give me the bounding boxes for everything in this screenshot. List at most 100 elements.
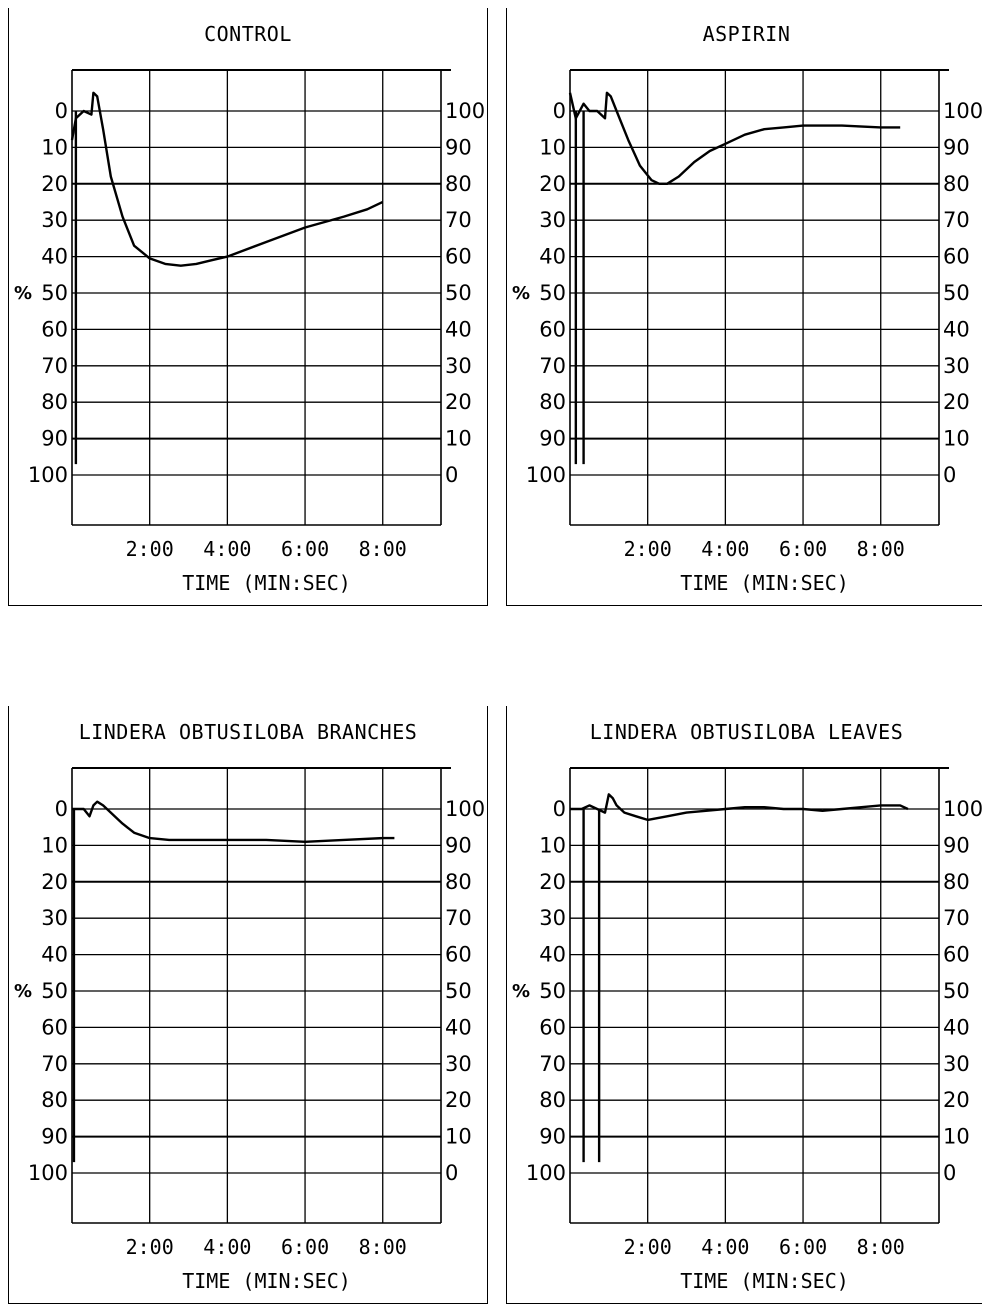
y-tick-label-right: 20 (943, 390, 970, 414)
y-unit-label: % (14, 283, 32, 304)
y-tick-label-right: 50 (445, 979, 472, 1003)
chart-title: LINDERA OBTUSILOBA LEAVES (589, 720, 904, 744)
y-tick-label-left: 0 (55, 797, 68, 821)
y-unit-label: % (512, 283, 530, 304)
y-tick-label-right: 0 (943, 1161, 956, 1185)
y-tick-label-right: 90 (943, 833, 970, 857)
y-tick-label-right: 0 (445, 463, 458, 487)
y-tick-label-left: 60 (41, 317, 68, 341)
chart-panel-leaves: LINDERA OBTUSILOBA LEAVES 0 100 10 90 20 80 30… (506, 706, 982, 1304)
y-tick-label-right: 30 (943, 1052, 970, 1076)
y-tick-label-right: 60 (445, 245, 472, 269)
y-tick-label-right: 0 (943, 463, 956, 487)
x-axis-label: TIME (MIN:SEC) (182, 571, 351, 595)
y-tick-label-left: 0 (553, 99, 566, 123)
y-tick-label-left: 20 (539, 870, 566, 894)
y-tick-label-right: 60 (445, 943, 472, 967)
y-tick-label-right: 10 (943, 1125, 970, 1149)
x-tick-label: 6:00 (779, 1235, 827, 1259)
y-tick-label-left: 60 (539, 317, 566, 341)
y-tick-label-left: 10 (539, 833, 566, 857)
chart-title: LINDERA OBTUSILOBA BRANCHES (78, 720, 418, 744)
y-tick-label-right: 20 (943, 1088, 970, 1112)
y-tick-label-left: 100 (28, 1161, 68, 1185)
x-tick-label: 6:00 (281, 537, 329, 561)
y-tick-label-left: 50 (539, 281, 566, 305)
series-line (72, 800, 395, 844)
y-tick-label-left: 70 (41, 354, 68, 378)
y-tick-label-right: 20 (445, 1088, 472, 1112)
y-tick-label-left: 40 (41, 943, 68, 967)
y-tick-label-left: 100 (28, 463, 68, 487)
y-tick-label-right: 90 (445, 135, 472, 159)
y-tick-label-right: 10 (445, 427, 472, 451)
y-tick-label-left: 70 (539, 354, 566, 378)
y-tick-label-right: 80 (445, 172, 472, 196)
y-tick-label-left: 80 (41, 390, 68, 414)
x-axis-label: TIME (MIN:SEC) (680, 571, 849, 595)
y-tick-label-left: 0 (553, 797, 566, 821)
y-tick-label-left: 90 (41, 427, 68, 451)
x-tick-label: 2:00 (126, 537, 174, 561)
y-tick-label-left: 60 (539, 1015, 566, 1039)
y-tick-label-left: 90 (41, 1125, 68, 1149)
y-unit-label: % (512, 981, 530, 1002)
y-tick-label-right: 0 (445, 1161, 458, 1185)
x-tick-label: 2:00 (624, 537, 672, 561)
chart-panel-branches: LINDERA OBTUSILOBA BRANCHES 0 100 10 90 20 80… (8, 706, 488, 1304)
y-tick-label-left: 60 (41, 1015, 68, 1039)
x-tick-label: 6:00 (779, 537, 827, 561)
x-tick-label: 4:00 (203, 537, 251, 561)
y-tick-label-left: 40 (539, 245, 566, 269)
y-tick-label-right: 30 (445, 354, 472, 378)
y-tick-label-left: 40 (539, 943, 566, 967)
y-tick-label-left: 70 (41, 1052, 68, 1076)
y-tick-label-left: 70 (539, 1052, 566, 1076)
y-tick-label-left: 20 (41, 172, 68, 196)
series-line (568, 91, 901, 186)
y-tick-label-right: 40 (943, 1015, 970, 1039)
y-tick-label-right: 70 (943, 906, 970, 930)
y-tick-label-left: 30 (539, 208, 566, 232)
y-tick-label-left: 50 (539, 979, 566, 1003)
y-tick-label-right: 80 (943, 870, 970, 894)
series-line (570, 793, 909, 822)
y-tick-label-right: 80 (943, 172, 970, 196)
y-tick-label-right: 100 (943, 797, 982, 821)
y-tick-label-left: 80 (539, 1088, 566, 1112)
y-tick-label-left: 100 (526, 1161, 566, 1185)
y-tick-label-right: 90 (445, 833, 472, 857)
y-tick-label-right: 70 (445, 906, 472, 930)
y-tick-label-left: 90 (539, 1125, 566, 1149)
chart-panel-control: CONTROL 0 100 10 90 20 80 30 70 40 60 50 50 60 40 70 30… (8, 8, 488, 606)
y-tick-label-right: 100 (943, 99, 982, 123)
x-tick-label: 8:00 (857, 1235, 905, 1259)
y-tick-label-left: 30 (539, 906, 566, 930)
y-tick-label-left: 50 (41, 281, 68, 305)
x-tick-label: 2:00 (624, 1235, 672, 1259)
y-tick-label-right: 100 (445, 797, 485, 821)
y-tick-label-right: 80 (445, 870, 472, 894)
y-tick-label-right: 50 (943, 979, 970, 1003)
y-tick-label-right: 50 (445, 281, 472, 305)
y-tick-label-right: 100 (445, 99, 485, 123)
y-tick-label-right: 40 (943, 317, 970, 341)
y-tick-label-left: 0 (55, 99, 68, 123)
x-tick-label: 4:00 (203, 1235, 251, 1259)
y-tick-label-right: 40 (445, 317, 472, 341)
y-tick-label-left: 10 (41, 833, 68, 857)
x-axis-label: TIME (MIN:SEC) (680, 1269, 849, 1293)
y-tick-label-left: 100 (526, 463, 566, 487)
y-tick-label-right: 50 (943, 281, 970, 305)
y-tick-label-right: 60 (943, 245, 970, 269)
y-tick-label-left: 80 (41, 1088, 68, 1112)
y-tick-label-right: 60 (943, 943, 970, 967)
y-tick-label-right: 30 (445, 1052, 472, 1076)
x-tick-label: 8:00 (359, 1235, 407, 1259)
y-tick-label-right: 40 (445, 1015, 472, 1039)
y-tick-label-right: 10 (445, 1125, 472, 1149)
y-tick-label-left: 50 (41, 979, 68, 1003)
y-tick-label-right: 70 (943, 208, 970, 232)
